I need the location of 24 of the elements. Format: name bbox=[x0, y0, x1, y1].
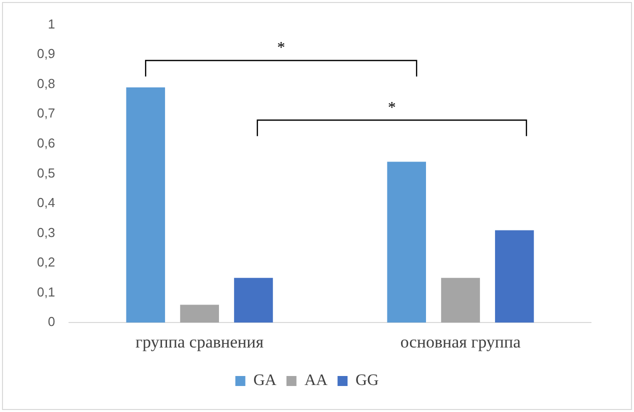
y-tick-label: 0,7 bbox=[36, 106, 56, 121]
bar bbox=[234, 278, 273, 323]
y-tick-label: 0,4 bbox=[36, 195, 56, 210]
y-tick-label: 0,8 bbox=[36, 76, 56, 91]
y-tick-label: 0,2 bbox=[36, 254, 56, 270]
legend-label: AA bbox=[304, 372, 328, 390]
bar bbox=[126, 87, 166, 323]
bar bbox=[180, 304, 219, 323]
y-tick-label: 0,3 bbox=[36, 224, 56, 240]
annotation: * bbox=[388, 99, 396, 116]
y-tick-label: 0 bbox=[48, 314, 56, 330]
y-tick-label: 0,5 bbox=[36, 165, 56, 180]
bar bbox=[441, 278, 480, 323]
bar bbox=[495, 230, 534, 323]
bar bbox=[387, 162, 426, 323]
y-tick-label: 0,1 bbox=[36, 284, 56, 300]
y-tick-label: 1 bbox=[48, 16, 56, 32]
legend-label: GG bbox=[356, 372, 380, 390]
x-tick-label: группа сравнения bbox=[136, 332, 264, 352]
annotation: * bbox=[277, 40, 286, 57]
y-tick-label: 0,6 bbox=[36, 136, 56, 150]
legend-label: GA bbox=[253, 372, 277, 390]
x-tick-label: основная группа bbox=[400, 332, 522, 352]
y-tick-label: 0,9 bbox=[36, 46, 56, 62]
